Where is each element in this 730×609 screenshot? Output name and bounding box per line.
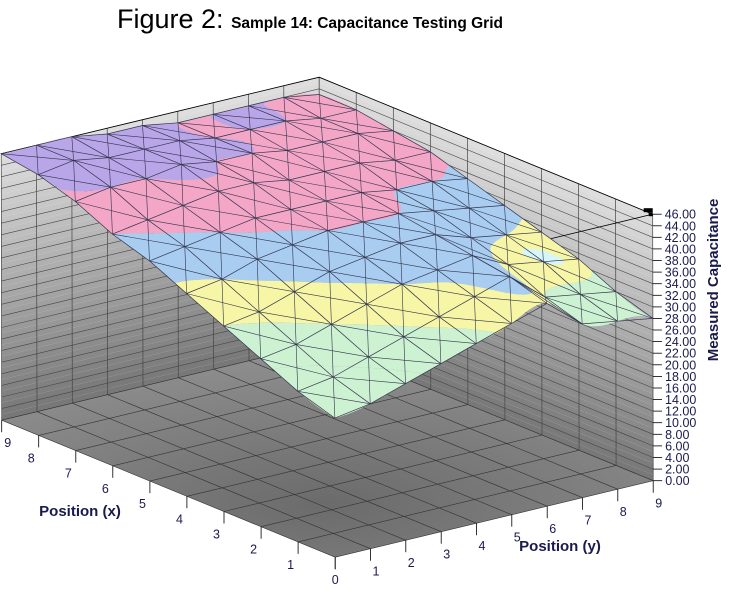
svg-text:9: 9 [4,436,11,450]
svg-text:0: 0 [332,573,339,587]
svg-text:Position (y): Position (y) [519,538,601,555]
svg-text:4: 4 [479,539,486,553]
svg-text:7: 7 [65,467,72,481]
svg-text:4: 4 [176,512,183,526]
svg-text:1: 1 [373,565,380,579]
svg-text:6: 6 [549,522,556,536]
svg-text:3: 3 [213,528,220,542]
svg-text:1: 1 [287,558,294,572]
svg-text:6: 6 [102,482,109,496]
svg-text:2: 2 [408,556,415,570]
svg-text:8: 8 [620,505,627,519]
svg-text:Measured Capacitance: Measured Capacitance [705,199,722,362]
svg-text:3: 3 [443,548,450,562]
svg-text:Position (x): Position (x) [39,503,121,520]
svg-text:46.00: 46.00 [665,208,696,222]
svg-text:8: 8 [28,451,35,465]
svg-text:9: 9 [655,497,662,511]
svg-text:7: 7 [585,514,592,528]
svg-text:5: 5 [139,497,146,511]
svg-text:2: 2 [250,543,257,557]
